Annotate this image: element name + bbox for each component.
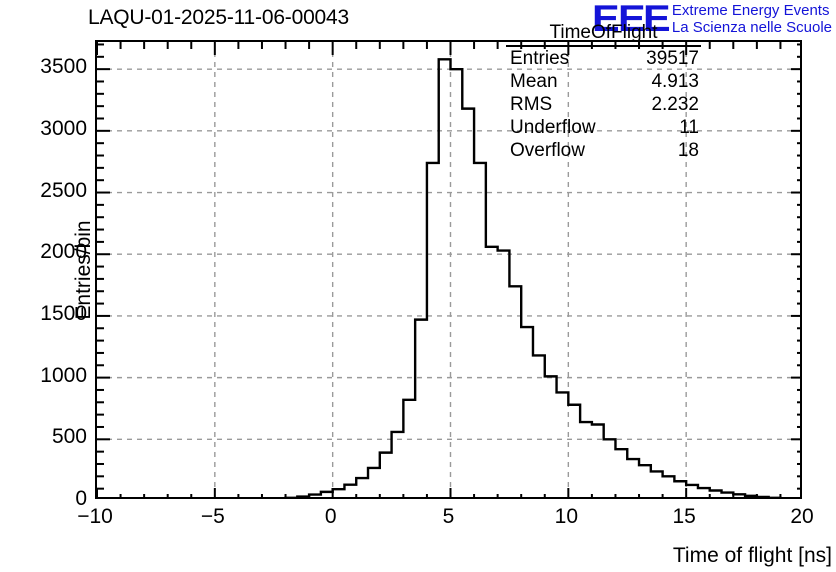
stats-title: TimeOfFlight [506,22,701,47]
y-tick-label: 2000 [40,240,87,264]
y-tick-label: 0 [75,487,87,510]
eee-logo-line2: La Scienza nelle Scuole [671,19,832,36]
stats-row: Mean 4.913 [506,70,701,93]
stats-row: Underflow 11 [506,116,701,139]
stats-key: Entries [510,48,570,69]
plot-area [97,42,800,497]
stats-key: RMS [510,94,553,115]
eee-letter-1: E [591,0,620,39]
eee-logo: E E E Extreme Energy Events La Scienza n… [591,0,832,39]
stats-rows: Entries 39517 Mean 4.913 RMS 2.232 Underflow 11… [506,47,701,162]
eee-letter-3: E [643,0,671,39]
page-title: LAQU-01-2025-11-06-00043 [88,6,349,29]
eee-logo-mark-icon: E E E [591,0,671,39]
stats-row: Entries 39517 [506,47,701,70]
x-tick-label: 0 [324,505,337,528]
y-tick-label: 2500 [40,178,87,202]
eee-logo-line1: Extreme Energy Events [671,2,830,19]
y-tick-label: 3500 [40,55,87,79]
stats-value: 2.232 [651,94,699,115]
stats-row: RMS 2.232 [506,93,701,116]
stats-value: 18 [677,140,699,161]
y-tick-label: 3000 [40,116,87,140]
x-axis-title: Time of flight [ns] [672,544,832,567]
histogram-curve [284,58,782,497]
y-tick-label: 1000 [40,363,87,387]
stats-value: 11 [679,117,699,138]
stats-key: Mean [510,71,558,92]
y-axis-title: Entries/bin [72,220,95,320]
x-tick-label: 15 [672,505,696,528]
eee-letter-2: E [617,0,646,39]
y-tick-label: 500 [51,425,87,449]
statistics-box: TimeOfFlight Entries 39517 Mean 4.913 RMS 2.2… [506,22,701,162]
stats-row: Overflow 18 [506,139,701,162]
stats-value: 4.913 [651,71,699,92]
plot-frame [95,40,802,499]
stats-key: Overflow [510,140,585,161]
x-tick-label: 20 [790,505,814,528]
x-tick-label: −10 [77,505,113,528]
stats-key: Underflow [510,117,596,138]
stats-value: 39517 [646,48,699,69]
x-tick-label: −5 [200,505,225,528]
y-tick-label: 1500 [40,301,87,325]
axis-ticks [97,42,800,497]
eee-logo-text: Extreme Energy Events La Scienza nelle S… [672,2,832,36]
x-tick-label: 10 [554,505,579,528]
x-tick-label: 5 [442,505,455,528]
